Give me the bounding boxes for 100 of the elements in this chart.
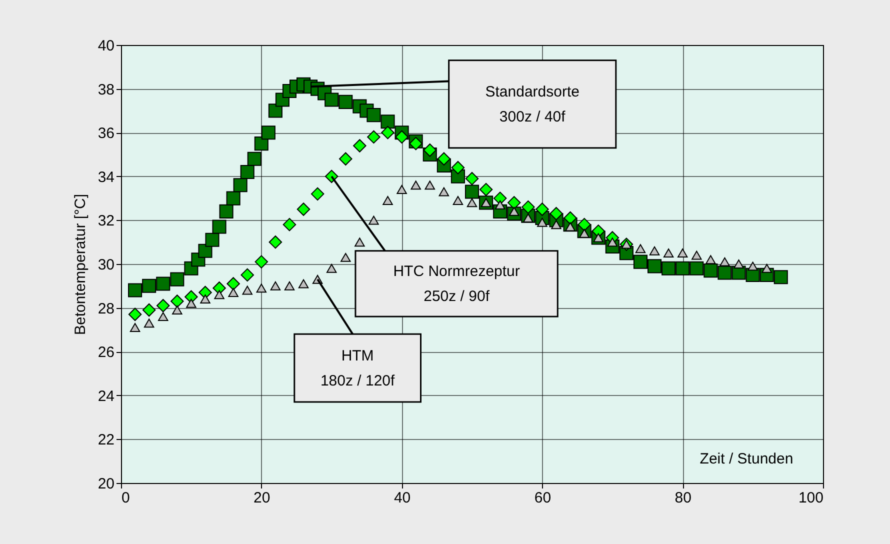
point xyxy=(233,178,248,192)
point xyxy=(339,152,352,166)
point xyxy=(198,286,212,300)
point xyxy=(170,272,184,286)
point xyxy=(158,312,168,322)
point xyxy=(479,182,493,196)
point xyxy=(409,136,422,150)
point xyxy=(326,264,337,273)
point xyxy=(748,262,758,271)
point xyxy=(219,204,234,218)
y-tick-label: 36 xyxy=(98,125,114,142)
point xyxy=(324,92,339,107)
point xyxy=(254,255,268,268)
point xyxy=(718,266,732,280)
point xyxy=(142,278,156,293)
y-tick-label: 38 xyxy=(98,81,114,98)
point xyxy=(410,180,421,190)
point xyxy=(298,279,309,288)
y-tick-label: 30 xyxy=(98,256,114,274)
point xyxy=(268,235,282,249)
point xyxy=(368,216,379,225)
point xyxy=(200,294,210,304)
point xyxy=(635,244,646,254)
point xyxy=(662,261,676,276)
point xyxy=(464,184,480,199)
x-axis-title: Zeit / Stunden xyxy=(700,450,794,468)
point xyxy=(338,94,353,109)
point xyxy=(212,220,226,234)
point xyxy=(762,264,772,273)
point xyxy=(172,306,182,314)
point xyxy=(564,211,577,225)
point xyxy=(677,248,688,258)
point xyxy=(493,192,507,205)
point xyxy=(340,252,351,262)
point xyxy=(144,318,154,328)
point xyxy=(720,257,730,266)
x-tick-label: 100 xyxy=(798,490,824,506)
point xyxy=(226,191,240,206)
point xyxy=(424,180,435,190)
annotation: Standardsorte 300z / 40f xyxy=(485,84,580,126)
point xyxy=(228,288,238,297)
point xyxy=(247,152,262,166)
point xyxy=(494,200,506,210)
point xyxy=(186,298,196,308)
point xyxy=(536,202,549,216)
point xyxy=(256,284,267,293)
y-tick-label: 26 xyxy=(98,344,114,362)
point xyxy=(270,281,281,290)
y-tick-label: 32 xyxy=(98,212,114,230)
x-tick-label: 80 xyxy=(674,490,692,506)
x-tick-label: 60 xyxy=(534,490,552,506)
point xyxy=(296,202,310,216)
point xyxy=(507,196,521,210)
x-tick-label: 40 xyxy=(394,490,411,506)
point xyxy=(396,185,407,194)
y-tick-label: 40 xyxy=(98,38,114,54)
point xyxy=(633,254,648,269)
point xyxy=(438,187,450,196)
point xyxy=(380,114,395,129)
point xyxy=(550,207,563,220)
point xyxy=(128,308,142,321)
point xyxy=(692,250,702,260)
point xyxy=(423,143,437,157)
point xyxy=(282,218,296,232)
point xyxy=(142,303,156,317)
point xyxy=(310,187,324,201)
x-tick-label: 20 xyxy=(254,490,270,506)
point xyxy=(452,196,464,205)
y-axis-title: Betontemperatur [°C] xyxy=(72,194,89,336)
y-tick-label: 24 xyxy=(98,388,114,405)
annotation: HTM 180z / 120f xyxy=(320,348,396,390)
y-tick-label: 22 xyxy=(98,432,114,449)
y-tick-label: 20 xyxy=(98,476,114,492)
point xyxy=(205,232,220,247)
point xyxy=(240,268,254,282)
point xyxy=(240,165,254,180)
point xyxy=(437,152,451,166)
point xyxy=(649,246,660,256)
point xyxy=(353,139,366,152)
point xyxy=(382,196,393,205)
point xyxy=(170,294,184,308)
point xyxy=(466,198,478,208)
point xyxy=(522,200,535,214)
point xyxy=(367,130,380,144)
point xyxy=(156,298,170,312)
point xyxy=(128,283,142,298)
point xyxy=(704,264,718,278)
point xyxy=(156,276,170,291)
point xyxy=(578,218,591,232)
x-tick-label: 0 xyxy=(122,490,130,506)
y-tick-label: 28 xyxy=(98,300,114,318)
point xyxy=(676,261,690,276)
y-tick-label: 34 xyxy=(98,168,114,186)
point xyxy=(242,286,252,295)
point xyxy=(648,259,662,274)
point xyxy=(354,238,365,247)
point xyxy=(261,126,276,140)
point xyxy=(465,172,479,186)
annotation: HTC Normrezeptur 250z / 90f xyxy=(393,263,520,306)
point xyxy=(663,248,674,258)
